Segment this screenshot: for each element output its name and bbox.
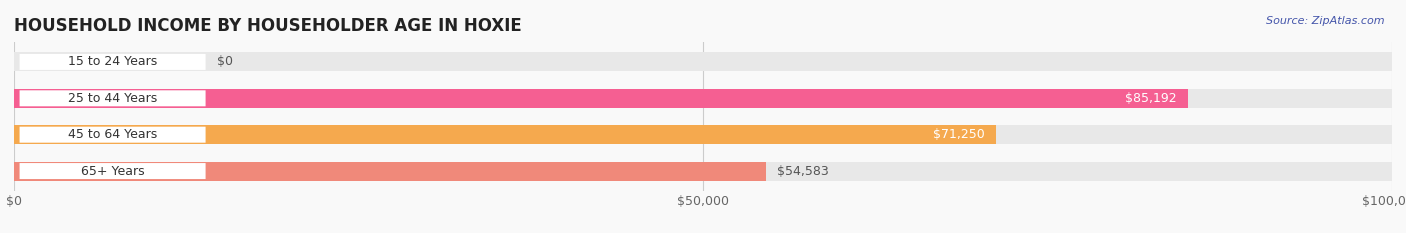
- Bar: [14, 89, 1392, 108]
- Text: HOUSEHOLD INCOME BY HOUSEHOLDER AGE IN HOXIE: HOUSEHOLD INCOME BY HOUSEHOLDER AGE IN H…: [14, 17, 522, 35]
- Text: Source: ZipAtlas.com: Source: ZipAtlas.com: [1267, 16, 1385, 26]
- Text: $0: $0: [217, 55, 232, 69]
- FancyBboxPatch shape: [20, 90, 205, 106]
- FancyBboxPatch shape: [20, 163, 205, 179]
- FancyBboxPatch shape: [20, 54, 205, 70]
- Text: $85,192: $85,192: [1125, 92, 1177, 105]
- Text: $54,583: $54,583: [778, 164, 830, 178]
- Bar: [14, 162, 1392, 181]
- Bar: [14, 125, 1392, 144]
- Text: 15 to 24 Years: 15 to 24 Years: [67, 55, 157, 69]
- Text: $71,250: $71,250: [934, 128, 984, 141]
- Text: 25 to 44 Years: 25 to 44 Years: [67, 92, 157, 105]
- Bar: [14, 162, 766, 181]
- Bar: [14, 89, 1188, 108]
- FancyBboxPatch shape: [20, 127, 205, 143]
- Bar: [14, 125, 995, 144]
- Bar: [14, 52, 1392, 71]
- Text: 45 to 64 Years: 45 to 64 Years: [67, 128, 157, 141]
- Text: 65+ Years: 65+ Years: [80, 164, 145, 178]
